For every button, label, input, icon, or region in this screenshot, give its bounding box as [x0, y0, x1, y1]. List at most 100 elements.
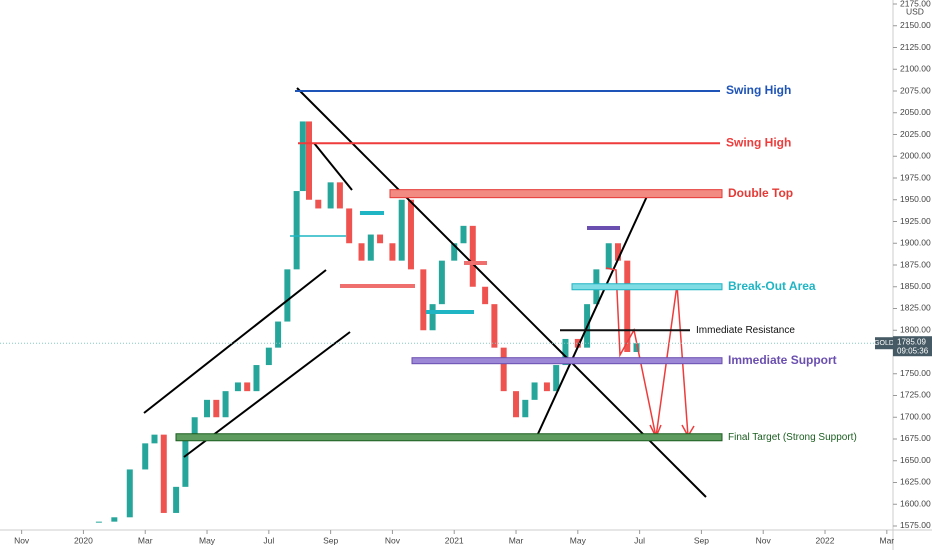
- y-tick-label: 1575.00: [900, 520, 931, 530]
- candle: [327, 182, 334, 209]
- candle: [389, 243, 396, 261]
- candle: [614, 243, 621, 261]
- symbol-label: GOLD: [874, 340, 894, 347]
- y-tick-label: 1950.00: [900, 194, 931, 204]
- candle: [500, 347, 507, 392]
- x-tick-label: Mar: [509, 535, 524, 545]
- y-tick-label: 1850.00: [900, 281, 931, 291]
- candle: [336, 182, 343, 209]
- x-tick-label: 2021: [445, 535, 464, 545]
- candle: [126, 469, 133, 518]
- x-tick-label: Mar: [879, 535, 894, 545]
- candle: [173, 486, 180, 513]
- zone: [340, 284, 415, 288]
- x-tick-label: Nov: [756, 535, 772, 545]
- candle: [234, 382, 241, 392]
- x-tick-label: Nov: [385, 535, 401, 545]
- level-label: Swing High: [726, 83, 791, 97]
- x-tick-label: May: [570, 535, 587, 545]
- levels: Swing High Swing High Double Top Break-Out …: [175, 83, 857, 443]
- candle: [358, 243, 365, 261]
- candle: [111, 517, 118, 522]
- x-tick-label: May: [199, 535, 216, 545]
- y-tick-label: 2175.00: [900, 0, 931, 8]
- y-tick-label: 1700.00: [900, 411, 931, 421]
- y-tick-label: 1800.00: [900, 324, 931, 334]
- candle: [513, 391, 520, 418]
- y-tick-label: 2050.00: [900, 107, 931, 117]
- y-tick-label: 1600.00: [900, 498, 931, 508]
- candle: [451, 243, 458, 261]
- level-band: [571, 283, 723, 291]
- currency: USD: [906, 6, 924, 16]
- candle: [633, 343, 640, 352]
- zone: [360, 211, 384, 215]
- level-label: Double Top: [728, 186, 793, 200]
- candle: [543, 382, 550, 392]
- candle: [574, 338, 581, 348]
- candle: [315, 199, 322, 209]
- candle: [429, 304, 436, 331]
- level-label: Immediate Resistance: [696, 325, 795, 336]
- y-tick-label: 1825.00: [900, 303, 931, 313]
- candle: [531, 382, 538, 400]
- level-label: Swing High: [726, 135, 791, 149]
- x-tick-label: Sep: [694, 535, 709, 545]
- y-tick-label: 1875.00: [900, 259, 931, 269]
- y-tick-label: 2150.00: [900, 20, 931, 30]
- candle: [605, 243, 612, 270]
- candle: [275, 321, 282, 348]
- x-tick-label: Jul: [634, 535, 645, 545]
- candle: [491, 304, 498, 348]
- level-label: Break-Out Area: [728, 279, 816, 293]
- candle: [244, 382, 251, 392]
- y-tick-label: 2075.00: [900, 85, 931, 95]
- level-label: Immediate Support: [728, 353, 837, 367]
- candle: [624, 260, 631, 352]
- countdown-label: 09:05:36: [897, 346, 929, 355]
- y-tick-label: 1925.00: [900, 216, 931, 226]
- x-tick-label: Mar: [138, 535, 153, 545]
- candle: [460, 225, 467, 244]
- y-tick-label: 1625.00: [900, 477, 931, 487]
- symbol-box: [875, 337, 893, 350]
- plot: [95, 121, 640, 523]
- candle: [253, 365, 260, 392]
- trend-line: [536, 193, 649, 437]
- y-tick-label: 1650.00: [900, 455, 931, 465]
- candle: [522, 399, 529, 418]
- candle: [284, 269, 291, 322]
- candle: [553, 365, 560, 392]
- trend-line: [313, 142, 353, 191]
- y-tick-label: 1675.00: [900, 433, 931, 443]
- level-band: [175, 433, 723, 442]
- candle: [377, 234, 384, 244]
- x-tick-label: Jul: [263, 535, 274, 545]
- candle: [142, 443, 149, 470]
- x-tick-label: Nov: [14, 535, 30, 545]
- zone: [464, 261, 487, 265]
- y-tick-label: 2100.00: [900, 64, 931, 74]
- candle: [265, 347, 272, 366]
- candle: [160, 434, 167, 513]
- candle: [346, 208, 353, 244]
- candle: [95, 521, 102, 523]
- candle: [367, 234, 374, 261]
- level-label: Final Target (Strong Support): [728, 432, 857, 443]
- y-tick-label: 1975.00: [900, 172, 931, 182]
- x-tick-label: Sep: [323, 535, 338, 545]
- candle: [299, 121, 306, 192]
- zone: [426, 310, 474, 314]
- zone: [587, 226, 620, 230]
- candle: [222, 391, 229, 418]
- x-tick-label: 2022: [816, 535, 835, 545]
- candle: [482, 286, 489, 305]
- candle: [420, 269, 427, 331]
- level-band: [411, 357, 723, 365]
- price-box: [893, 336, 932, 357]
- candle: [204, 399, 211, 418]
- level-band: [389, 189, 723, 199]
- y-tick-label: 1900.00: [900, 238, 931, 248]
